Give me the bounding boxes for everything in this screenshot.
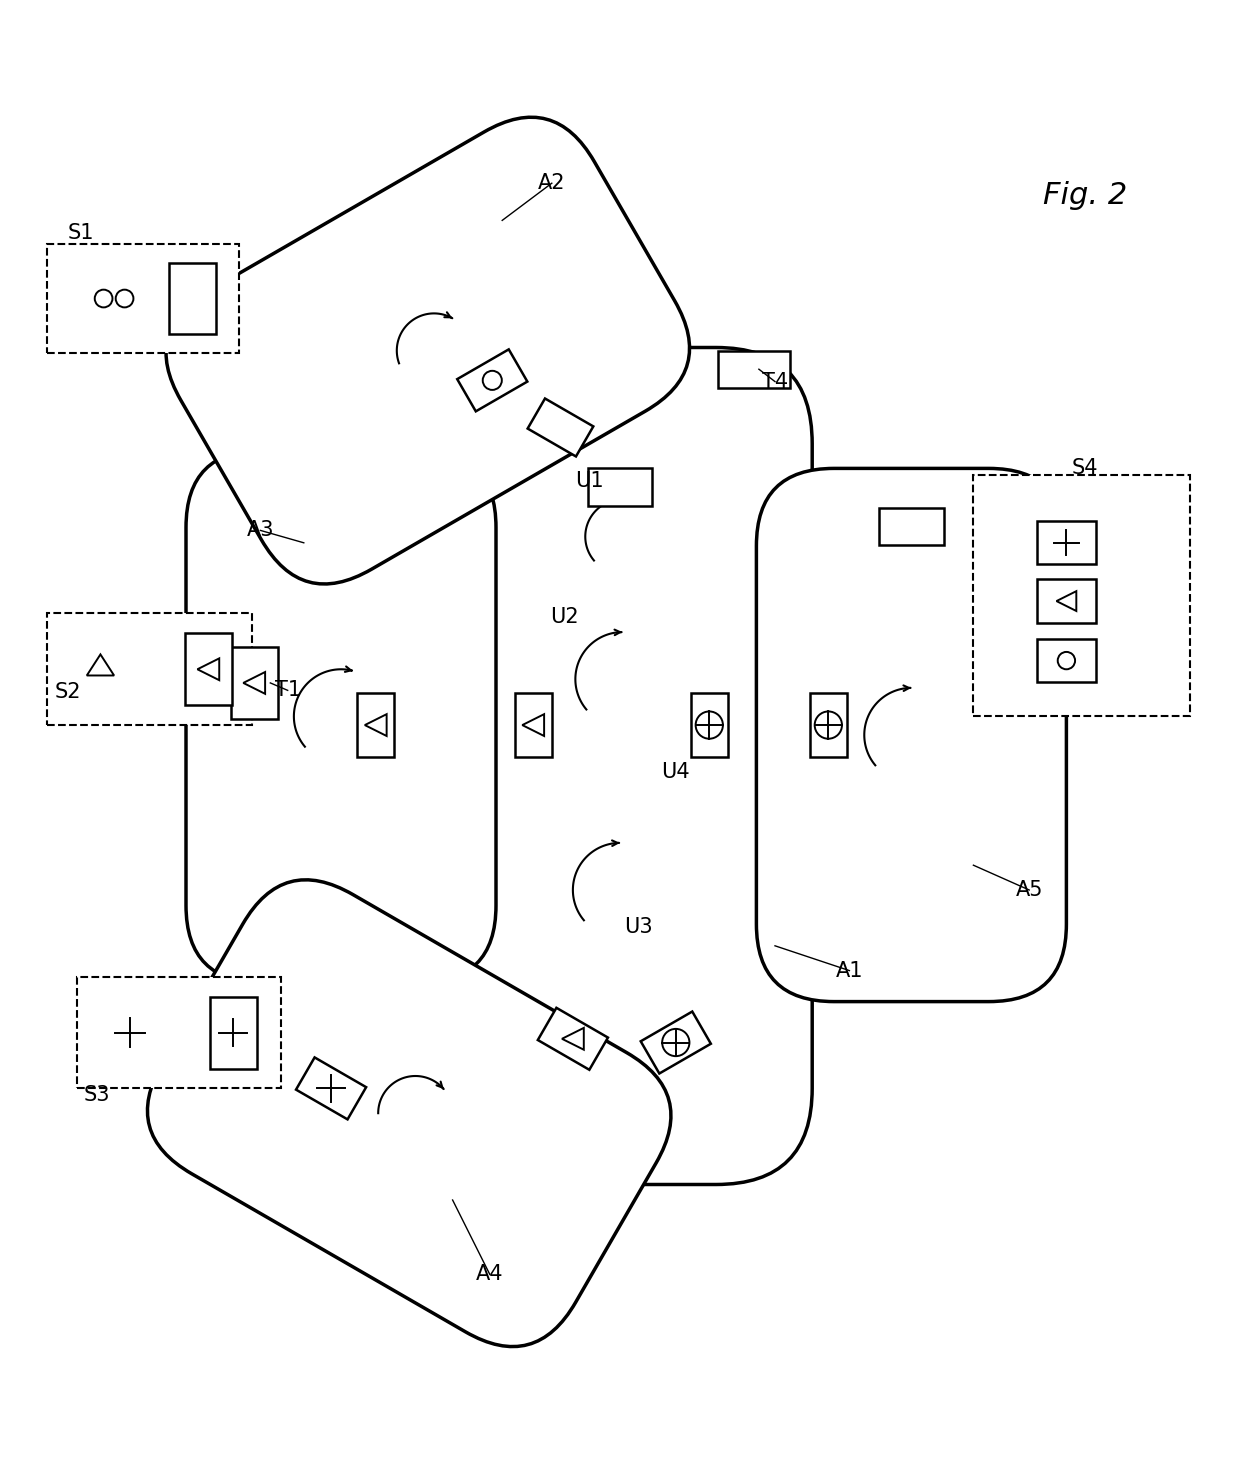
Text: Fig. 2: Fig. 2	[1043, 181, 1127, 210]
FancyBboxPatch shape	[428, 347, 812, 1185]
Bar	[718, 351, 790, 388]
Text: A5: A5	[1016, 881, 1043, 900]
Bar	[1037, 579, 1096, 623]
Bar	[357, 692, 394, 757]
Bar	[77, 976, 281, 1088]
Text: A3: A3	[247, 520, 274, 541]
Bar	[879, 509, 944, 545]
Bar	[810, 692, 847, 757]
Bar	[47, 613, 252, 725]
Bar	[296, 1057, 366, 1119]
Text: S2: S2	[55, 682, 82, 701]
FancyBboxPatch shape	[186, 450, 496, 983]
Text: A2: A2	[538, 173, 565, 193]
Bar	[210, 997, 257, 1069]
Bar	[169, 263, 216, 335]
FancyBboxPatch shape	[166, 118, 689, 584]
Bar	[538, 1008, 608, 1070]
FancyBboxPatch shape	[756, 469, 1066, 1001]
Text: S1: S1	[67, 223, 94, 243]
Bar	[458, 350, 527, 412]
Bar	[1037, 520, 1096, 564]
FancyBboxPatch shape	[148, 881, 671, 1347]
Text: T4: T4	[761, 372, 789, 391]
Bar	[515, 692, 552, 757]
Bar	[973, 475, 1190, 716]
Text: S4: S4	[1071, 459, 1099, 478]
Text: U2: U2	[549, 607, 579, 628]
Text: U4: U4	[661, 763, 691, 782]
Text: S3: S3	[83, 1085, 110, 1104]
Bar	[1037, 639, 1096, 682]
Bar	[588, 469, 652, 506]
Text: U3: U3	[624, 917, 653, 938]
Bar	[47, 244, 239, 353]
Bar	[691, 692, 728, 757]
Text: A4: A4	[476, 1264, 503, 1285]
Text: T1: T1	[274, 681, 301, 700]
Bar	[641, 1011, 711, 1073]
Text: U1: U1	[574, 470, 604, 491]
Bar	[528, 398, 593, 457]
Text: A1: A1	[836, 960, 863, 980]
Bar	[185, 634, 232, 706]
Bar	[231, 647, 278, 719]
